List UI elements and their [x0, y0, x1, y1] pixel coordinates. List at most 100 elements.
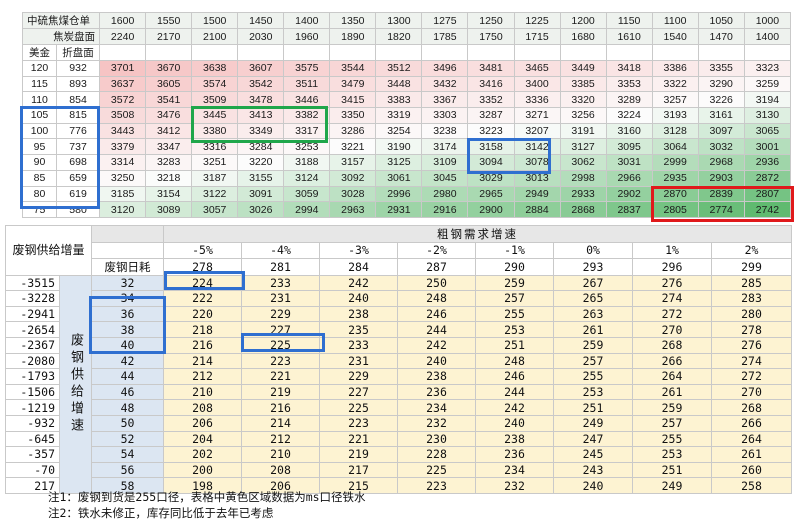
- hot-metal-cell: 244: [397, 321, 477, 338]
- supply-increment: -3228: [5, 290, 60, 307]
- matrix-cell: 3465: [513, 60, 561, 77]
- matrix-cell: 3032: [697, 138, 745, 156]
- hot-metal-cell: 225: [241, 336, 321, 354]
- matrix-cell: 3224: [605, 107, 653, 124]
- hot-metal-cell: 238: [397, 368, 477, 385]
- hot-metal-cell: 238: [475, 430, 555, 448]
- daily-usage-value: 284: [319, 257, 399, 276]
- coke-basis-value: 2240: [99, 28, 147, 45]
- matrix-cell: 2868: [559, 201, 607, 218]
- coke-basis-value: 1750: [467, 28, 515, 45]
- matrix-cell: 3078: [513, 154, 561, 171]
- hot-metal-cell: 234: [475, 461, 555, 479]
- daily-usage-value: 290: [475, 257, 555, 276]
- cny-basis-value: 737: [56, 138, 101, 156]
- usd-label: 美金: [21, 44, 58, 61]
- hot-metal-cell: 216: [163, 336, 243, 354]
- footnotes: 注1：废钢到货是255口径，表格中黄色区域数据为ms口径铁水 注2：铁水未修正，…: [48, 489, 366, 521]
- matrix-cell: 3572: [99, 91, 147, 109]
- growth-rate: 0%: [553, 242, 634, 259]
- inventory-value: 1225: [513, 12, 561, 29]
- matrix-cell: 3251: [191, 154, 239, 171]
- empty-cell: [191, 44, 239, 61]
- matrix-cell: 3476: [145, 107, 193, 124]
- hot-metal-cell: 236: [397, 383, 477, 401]
- matrix-cell: 3352: [467, 91, 515, 109]
- inventory-value: 1400: [283, 12, 331, 29]
- hot-metal-cell: 208: [241, 461, 321, 479]
- matrix-cell: 3400: [513, 75, 561, 93]
- growth-rate: -1%: [475, 242, 555, 259]
- matrix-cell: 3188: [283, 154, 331, 171]
- hot-metal-cell: 270: [711, 383, 793, 401]
- matrix-cell: 3193: [651, 107, 699, 124]
- matrix-cell: 3059: [283, 185, 331, 203]
- hot-metal-cell: 253: [632, 446, 713, 463]
- supply-increment: -2654: [5, 321, 60, 338]
- matrix-cell: 3449: [559, 60, 607, 77]
- matrix-cell: 2839: [697, 185, 745, 203]
- hot-metal-cell: 251: [553, 399, 634, 416]
- usd-value: 105: [21, 107, 58, 124]
- hot-metal-cell: 251: [475, 336, 555, 354]
- footnote-2: 注2：铁水未修正，库存同比低于去年已考虑: [48, 506, 274, 520]
- matrix-cell: 2774: [697, 201, 745, 218]
- usd-value: 115: [21, 75, 58, 93]
- coke-basis-value: 1470: [697, 28, 745, 45]
- hot-metal-cell: 261: [553, 321, 634, 338]
- matrix-cell: 3320: [559, 91, 607, 109]
- matrix-cell: 3415: [329, 91, 377, 109]
- inventory-value: 1600: [99, 12, 147, 29]
- hot-metal-cell: 249: [632, 477, 713, 494]
- matrix-cell: 2936: [743, 154, 792, 171]
- matrix-cell: 3322: [651, 75, 699, 93]
- matrix-cell: 3187: [191, 169, 239, 187]
- hot-metal-cell: 258: [711, 477, 793, 494]
- matrix-cell: 2742: [743, 201, 792, 218]
- hot-metal-cell: 283: [711, 290, 793, 307]
- supply-increment: -357: [5, 446, 60, 463]
- empty-cell: [145, 44, 193, 61]
- hot-metal-cell: 231: [241, 290, 321, 307]
- matrix-cell: 3160: [605, 122, 653, 140]
- matrix-cell: 2916: [421, 201, 469, 218]
- hot-metal-cell: 247: [553, 430, 634, 448]
- matrix-cell: 3286: [329, 122, 377, 140]
- matrix-cell: 3355: [697, 60, 745, 77]
- matrix-cell: 3478: [237, 91, 285, 109]
- matrix-cell: 3226: [697, 91, 745, 109]
- supply-increment: -2367: [5, 336, 60, 354]
- matrix-cell: 3013: [513, 169, 561, 187]
- matrix-cell: 3353: [605, 75, 653, 93]
- supply-increment: -1793: [5, 368, 60, 385]
- matrix-cell: 3284: [237, 138, 285, 156]
- hot-metal-cell: 257: [632, 414, 713, 432]
- matrix-cell: 3031: [605, 154, 653, 171]
- matrix-cell: 3128: [651, 122, 699, 140]
- supply-increment: -645: [5, 430, 60, 448]
- empty-cell: [375, 44, 423, 61]
- matrix-cell: 3481: [467, 60, 515, 77]
- coke-basis-value: 1785: [421, 28, 469, 45]
- inventory-value: 1100: [651, 12, 699, 29]
- matrix-cell: 2837: [605, 201, 653, 218]
- matrix-cell: 3287: [467, 107, 515, 124]
- matrix-cell: 3161: [697, 107, 745, 124]
- coke-price-matrix: 中硫焦煤仓单 1600 1550 1500 1450 1400 1350 1300 1275 12…: [21, 12, 792, 218]
- supply-growth-rate: 38: [91, 321, 165, 338]
- inventory-value: 1000: [743, 12, 792, 29]
- matrix-cell: 3317: [283, 122, 331, 140]
- matrix-cell: 3416: [467, 75, 515, 93]
- usd-value: 75: [21, 201, 58, 218]
- hot-metal-cell: 218: [163, 321, 243, 338]
- hot-metal-cell: 219: [319, 446, 399, 463]
- hot-metal-cell: 259: [475, 274, 555, 292]
- hot-metal-cell: 243: [553, 461, 634, 479]
- matrix-cell: 2933: [559, 185, 607, 203]
- matrix-cell: 3095: [605, 138, 653, 156]
- inventory-value: 1050: [697, 12, 745, 29]
- hot-metal-cell: 229: [319, 368, 399, 385]
- matrix-cell: 3057: [191, 201, 239, 218]
- matrix-cell: 3448: [375, 75, 423, 93]
- matrix-cell: 3413: [237, 107, 285, 124]
